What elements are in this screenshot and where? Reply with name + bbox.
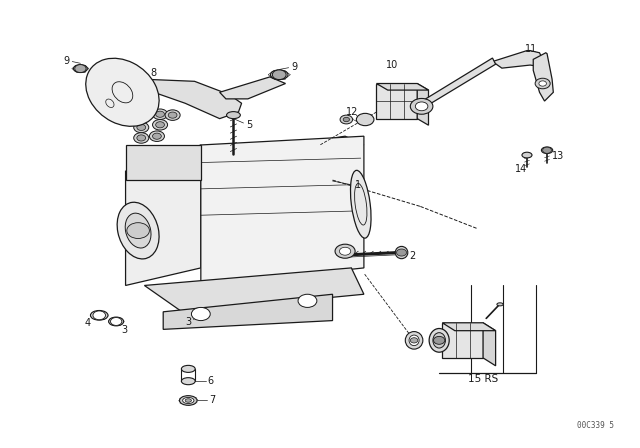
Polygon shape	[145, 268, 364, 312]
Polygon shape	[417, 83, 429, 125]
Polygon shape	[493, 51, 543, 68]
Text: 3: 3	[121, 325, 127, 335]
Circle shape	[298, 294, 317, 307]
Circle shape	[410, 338, 418, 343]
Circle shape	[543, 147, 552, 153]
Text: 11: 11	[525, 44, 537, 54]
Text: 14: 14	[515, 164, 527, 174]
Circle shape	[410, 99, 433, 114]
Circle shape	[165, 110, 180, 121]
Circle shape	[335, 244, 355, 258]
Ellipse shape	[185, 399, 191, 402]
Circle shape	[152, 133, 161, 139]
Text: 1: 1	[355, 181, 361, 190]
Circle shape	[149, 131, 164, 142]
Text: 00C339 5: 00C339 5	[577, 422, 614, 431]
Circle shape	[156, 122, 164, 128]
Circle shape	[137, 125, 146, 130]
Polygon shape	[135, 79, 242, 119]
Circle shape	[191, 307, 210, 321]
Text: 3: 3	[185, 317, 191, 327]
Ellipse shape	[405, 332, 423, 349]
Circle shape	[127, 223, 149, 238]
Ellipse shape	[181, 378, 195, 385]
Text: 12: 12	[346, 107, 358, 116]
Circle shape	[273, 70, 286, 80]
Ellipse shape	[181, 366, 195, 372]
Circle shape	[137, 135, 146, 141]
Circle shape	[535, 78, 550, 89]
Polygon shape	[419, 58, 495, 109]
Ellipse shape	[497, 303, 503, 306]
Circle shape	[75, 65, 86, 73]
Polygon shape	[376, 83, 429, 90]
Circle shape	[152, 109, 168, 120]
Ellipse shape	[74, 65, 87, 73]
Ellipse shape	[429, 328, 449, 352]
Polygon shape	[125, 136, 364, 171]
Ellipse shape	[90, 310, 108, 320]
Ellipse shape	[409, 335, 419, 345]
Ellipse shape	[351, 170, 371, 238]
Circle shape	[137, 113, 146, 120]
Text: 9: 9	[292, 62, 298, 72]
Ellipse shape	[227, 112, 241, 119]
Circle shape	[433, 336, 445, 345]
Ellipse shape	[433, 333, 445, 348]
Circle shape	[156, 111, 164, 117]
Polygon shape	[125, 145, 201, 180]
Text: 15 RS: 15 RS	[468, 374, 498, 383]
Circle shape	[340, 115, 353, 124]
Text: 8: 8	[151, 68, 157, 78]
Circle shape	[134, 111, 148, 122]
Ellipse shape	[396, 246, 408, 258]
Circle shape	[134, 122, 148, 133]
Polygon shape	[483, 323, 495, 366]
Circle shape	[539, 81, 547, 86]
Circle shape	[93, 311, 106, 320]
Ellipse shape	[271, 70, 288, 80]
Ellipse shape	[182, 397, 194, 404]
Text: 6: 6	[208, 376, 214, 386]
Ellipse shape	[125, 213, 151, 248]
Ellipse shape	[117, 202, 159, 259]
Ellipse shape	[541, 147, 553, 154]
Circle shape	[343, 117, 349, 122]
Ellipse shape	[86, 58, 159, 126]
Circle shape	[397, 249, 406, 256]
Circle shape	[356, 113, 374, 125]
Text: 7: 7	[209, 396, 215, 405]
Circle shape	[152, 120, 168, 130]
Circle shape	[168, 112, 177, 118]
Text: 4: 4	[85, 318, 91, 328]
Polygon shape	[220, 77, 285, 99]
Ellipse shape	[109, 317, 124, 326]
Circle shape	[134, 133, 148, 143]
Circle shape	[415, 102, 428, 111]
Text: 9: 9	[63, 56, 69, 66]
Polygon shape	[163, 294, 333, 329]
Polygon shape	[442, 323, 483, 358]
Circle shape	[339, 247, 351, 255]
Ellipse shape	[179, 396, 197, 405]
Polygon shape	[533, 53, 554, 101]
Text: 2: 2	[410, 250, 416, 261]
Circle shape	[111, 318, 122, 325]
Text: 13: 13	[552, 151, 564, 161]
Polygon shape	[376, 83, 417, 119]
Polygon shape	[125, 145, 201, 285]
Polygon shape	[201, 136, 364, 285]
Text: 5: 5	[246, 120, 253, 130]
Polygon shape	[442, 323, 495, 331]
Ellipse shape	[522, 152, 532, 158]
Text: 10: 10	[386, 60, 398, 70]
